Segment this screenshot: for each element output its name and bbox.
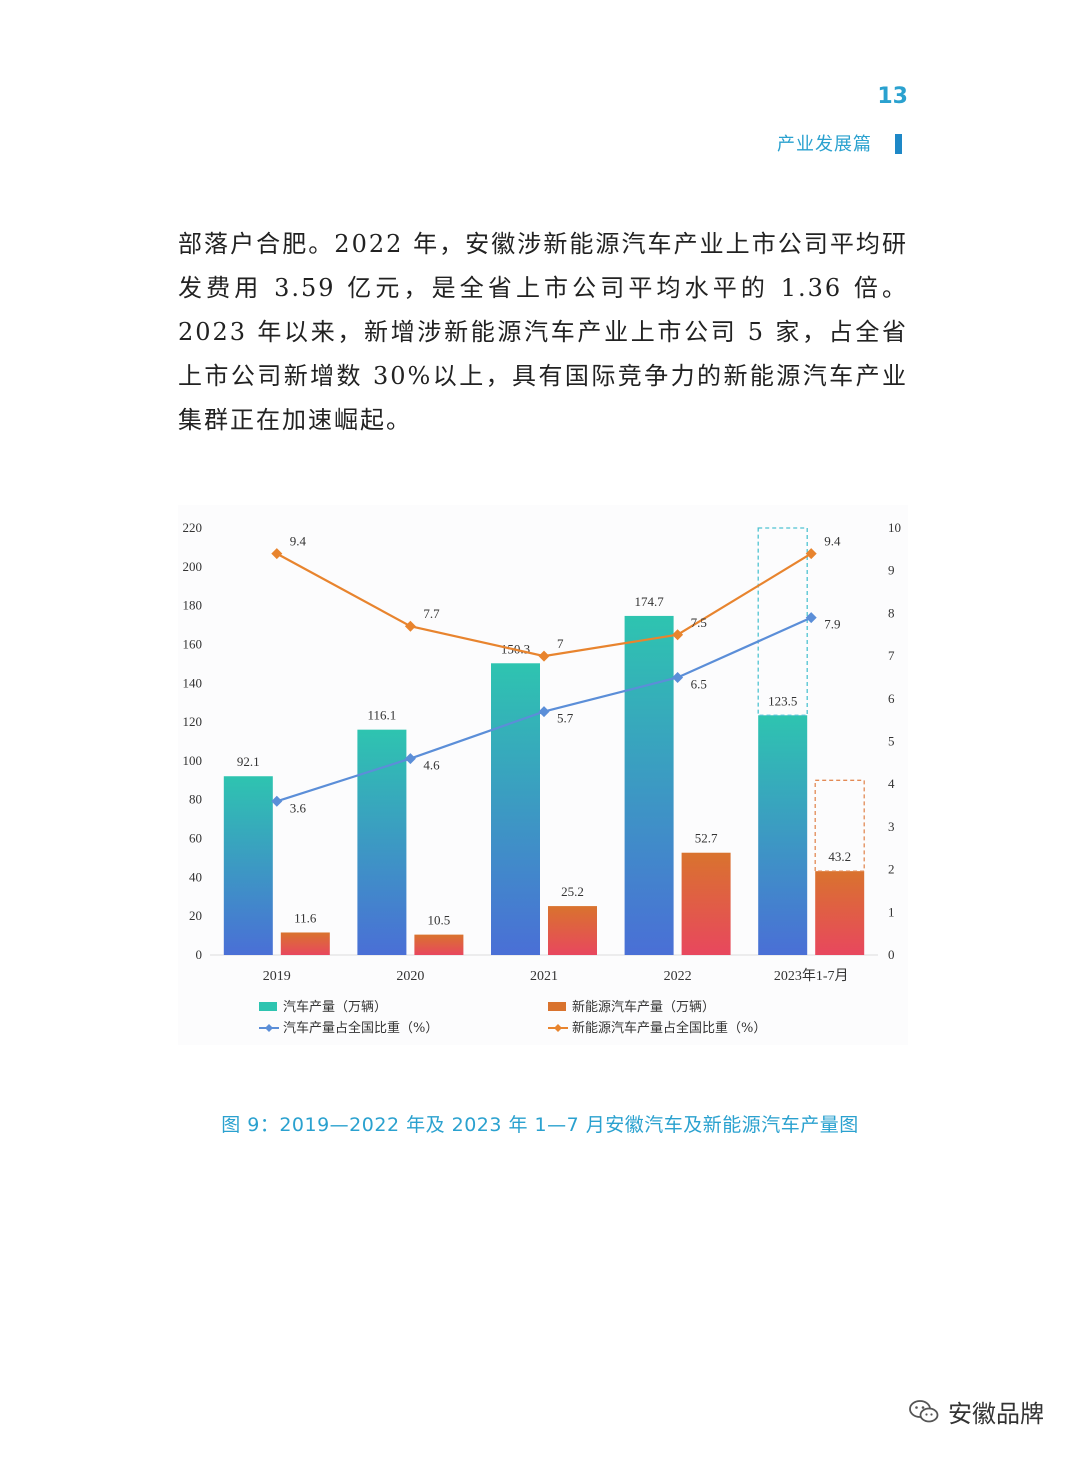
line-share-total-marker [805,612,817,624]
y-left-tick-label: 0 [196,947,203,962]
bar-total-production [491,663,540,955]
line-share-nev-value-label: 9.4 [824,534,841,549]
body-paragraph: 部落户合肥。2022 年，安徽涉新能源汽车产业上市公司平均研发费用 3.59 亿… [178,230,908,434]
y-right-tick-label: 4 [888,776,895,791]
page-number: 13 [877,84,908,109]
line-share-total-value-label: 3.6 [290,800,307,815]
bar-total-value-label: 174.7 [634,594,664,609]
y-left-tick-label: 120 [183,714,203,729]
legend-label: 汽车产量占全国比重（%） [283,1020,438,1036]
line-share-nev-marker [805,548,817,560]
legend-label: 新能源汽车产量（万辆） [572,999,715,1015]
bar-nev-value-label: 11.6 [294,910,317,925]
line-share-total-value-label: 6.5 [691,676,707,691]
line-share-total-marker [404,753,416,765]
x-tick-label: 2020 [396,969,424,984]
bar-total-value-label: 116.1 [368,708,397,723]
y-right-tick-label: 10 [888,520,901,535]
y-left-tick-label: 140 [183,675,203,690]
x-tick-label: 2021 [530,969,558,984]
y-right-tick-label: 1 [888,904,895,919]
section-title: 产业发展篇 [777,134,872,155]
y-left-tick-label: 100 [183,753,203,768]
legend-label: 新能源汽车产量占全国比重（%） [572,1020,766,1036]
x-tick-label: 2022 [664,969,692,984]
y-right-tick-label: 3 [888,819,895,834]
y-left-tick-label: 160 [183,636,203,651]
y-right-tick-label: 2 [888,862,895,877]
line-share-total-marker [271,795,283,807]
bar-total-production [624,615,674,955]
y-right-tick-label: 6 [888,691,895,706]
line-share-nev-marker [672,629,684,641]
y-left-tick-label: 20 [189,908,202,923]
legend-label: 汽车产量（万辆） [283,999,387,1015]
watermark: 安徽品牌 [908,1394,1044,1429]
bar-nev-value-label: 25.2 [561,884,584,899]
highlight-box-total [757,527,808,716]
y-left-tick-label: 220 [183,520,203,535]
section-marker [895,134,902,154]
legend-swatch [259,1002,277,1011]
bar-nev-production [414,934,464,955]
x-tick-label: 2023年1-7月 [774,968,849,984]
y-left-tick-label: 180 [183,598,203,613]
line-share-nev-value-label: 7.7 [423,606,440,621]
y-left-tick-label: 60 [189,831,202,846]
bar-nev-production [815,871,865,955]
line-share-nev-value-label: 7.5 [691,615,707,630]
y-right-tick-label: 8 [888,605,895,620]
line-share-nev-value-label: 9.4 [290,534,307,549]
legend-swatch [548,1002,566,1011]
line-share-nev-marker [538,650,550,662]
line-share-nev-value-label: 7 [557,636,564,651]
x-tick-label: 2019 [263,969,291,984]
legend-marker [554,1024,562,1032]
y-right-tick-label: 0 [888,947,895,962]
bar-total-value-label: 92.1 [237,754,260,769]
bar-nev-production [280,932,330,955]
line-share-total-value-label: 4.6 [423,758,440,773]
highlight-box-nev [814,779,865,872]
bar-total-production [758,715,808,955]
legend-marker [265,1024,273,1032]
line-share-total-value-label: 5.7 [557,711,574,726]
y-left-tick-label: 40 [189,869,202,884]
bar-total-production [357,729,407,955]
figure-caption: 图 9：2019—2022 年及 2023 年 1—7 月安徽汽车及新能源汽车产… [221,1114,859,1136]
line-share-nev-marker [404,620,416,632]
line-share-total-marker [672,671,684,683]
line-share-total-value-label: 7.9 [824,617,840,632]
bar-nev-production [548,906,597,955]
bar-nev-value-label: 43.2 [828,849,851,864]
y-right-tick-label: 9 [888,563,895,578]
bar-total-value-label: 123.5 [768,693,797,708]
production-chart: 0 20 40 60 80 100 120 140 160 180 200 220 0 1 2 3 4 5 6 7 8 9… [182,520,901,1036]
y-right-tick-label: 5 [888,734,895,749]
bar-nev-value-label: 10.5 [428,913,451,928]
bar-nev-value-label: 52.7 [695,831,718,846]
y-left-tick-label: 200 [183,559,203,574]
line-share-total-marker [538,706,550,718]
watermark-label: 安徽品牌 [948,1400,1044,1428]
bar-total-production [223,776,273,955]
y-right-tick-label: 7 [888,648,895,663]
wechat-icon [909,1399,939,1422]
y-left-tick-label: 80 [189,792,202,807]
bar-nev-production [681,852,731,955]
line-share-nev-marker [271,548,283,560]
